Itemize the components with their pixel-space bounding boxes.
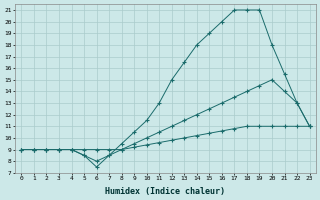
X-axis label: Humidex (Indice chaleur): Humidex (Indice chaleur) — [106, 187, 226, 196]
